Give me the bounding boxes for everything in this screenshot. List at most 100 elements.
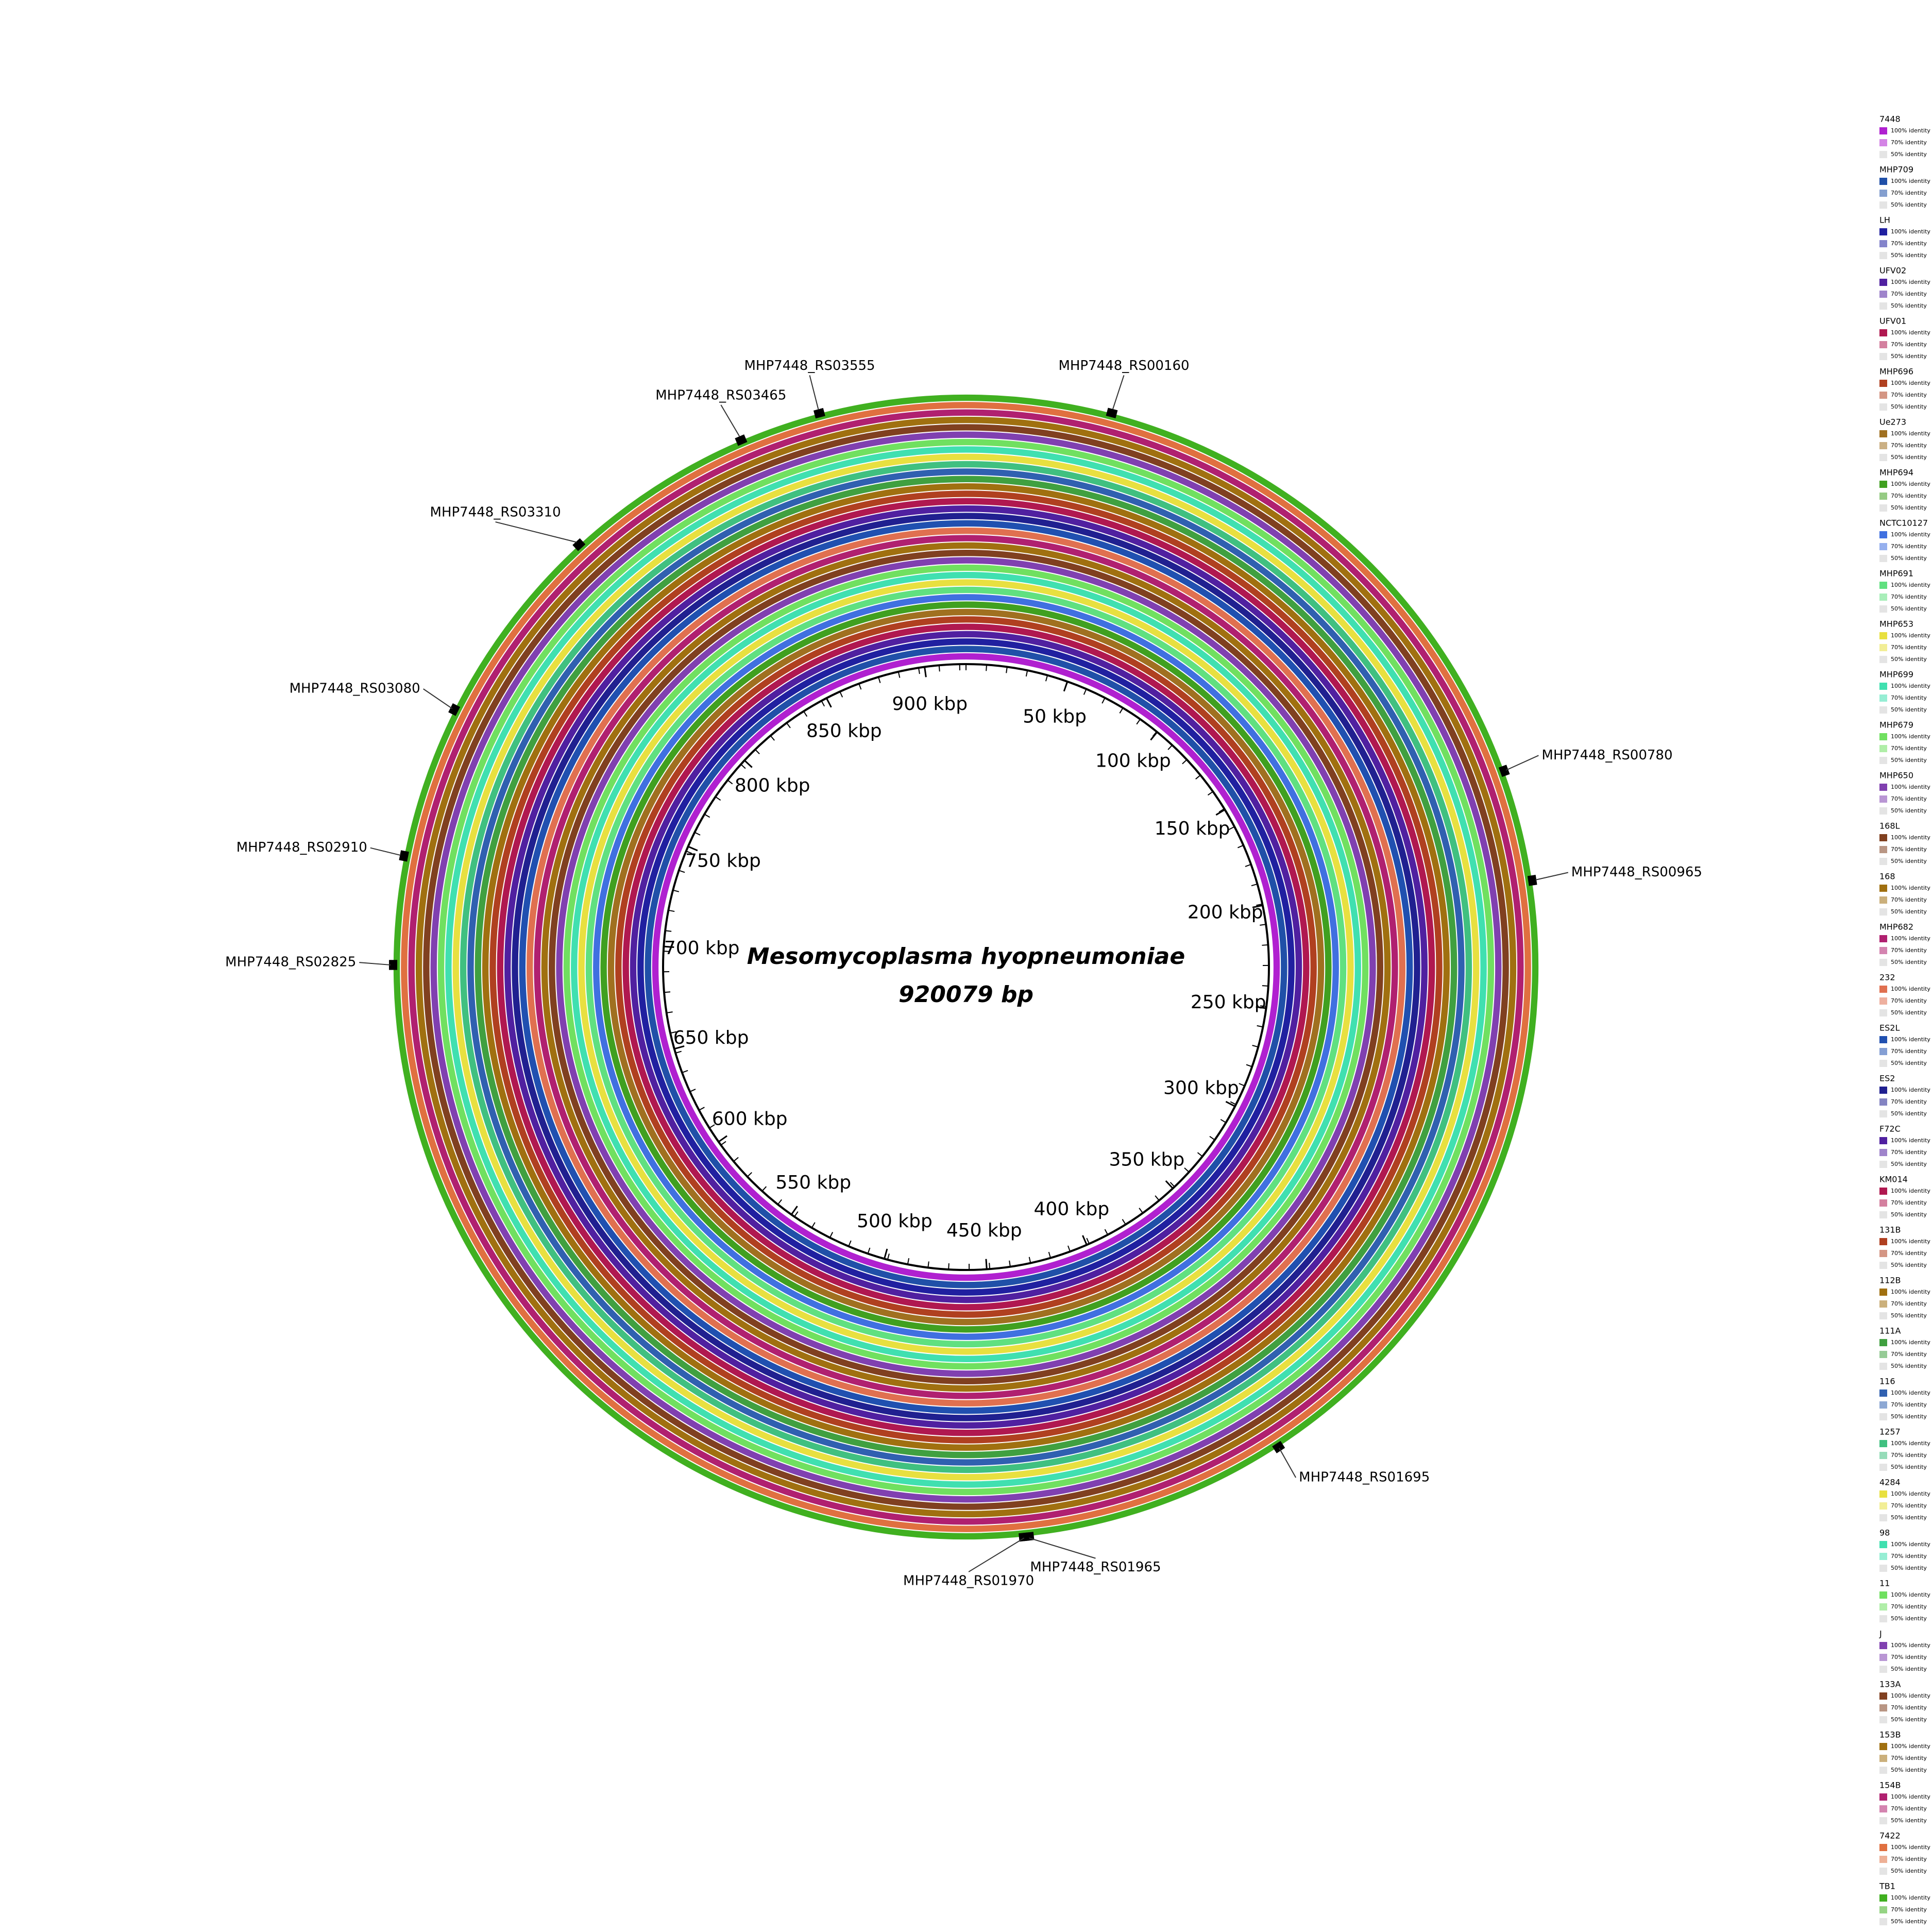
- legend-level: 100% identity: [1891, 1490, 1930, 1497]
- scale-tick: [825, 698, 832, 708]
- legend-swatch: [1879, 644, 1887, 651]
- legend-swatch: [1879, 1060, 1887, 1067]
- legend-swatch: [1879, 240, 1887, 247]
- legend-swatch: [1879, 1199, 1887, 1207]
- gene-marker: [1106, 408, 1118, 418]
- scale-tick: [790, 1206, 798, 1215]
- legend-name: MHP699: [1879, 670, 1913, 680]
- legend-level: 50% identity: [1891, 1666, 1927, 1672]
- identity-ring: [556, 557, 1376, 1377]
- identity-ring: [452, 453, 1480, 1481]
- legend-level: 100% identity: [1891, 1591, 1930, 1598]
- legend-name: MHP682: [1879, 922, 1913, 932]
- gene-leader: [1535, 872, 1569, 880]
- identity-ring: [578, 579, 1354, 1355]
- gene-label: MHP7448_RS01970: [903, 1573, 1034, 1588]
- scale-label: 50 kbp: [1023, 706, 1087, 727]
- scale-tick: [1082, 1235, 1088, 1245]
- minor-tick: [747, 1172, 752, 1177]
- gene-marker: [1498, 765, 1510, 777]
- gene-label: MHP7448_RS01695: [1299, 1470, 1430, 1485]
- minor-tick: [1139, 1208, 1143, 1214]
- legend-level: 70% identity: [1891, 1048, 1927, 1055]
- legend-name: 133A: [1879, 1680, 1901, 1689]
- scale-label: 700 kbp: [664, 938, 740, 959]
- gene-label: MHP7448_RS03080: [290, 681, 420, 697]
- legend-level: 100% identity: [1891, 178, 1930, 184]
- legend-swatch: [1879, 959, 1887, 966]
- legend-level: 50% identity: [1891, 1312, 1927, 1319]
- identity-ring: [622, 623, 1310, 1311]
- legend-name: 112B: [1879, 1276, 1901, 1285]
- legend-swatch: [1879, 1389, 1887, 1397]
- legend-level: 100% identity: [1891, 127, 1930, 134]
- gene-leader: [359, 962, 391, 965]
- legend-swatch: [1879, 694, 1887, 702]
- minor-tick: [668, 909, 675, 912]
- minor-tick: [1197, 1152, 1203, 1157]
- legend-swatch: [1879, 795, 1887, 803]
- legend-level: 100% identity: [1891, 1743, 1930, 1750]
- gene-leader: [423, 688, 453, 709]
- scale-tick: [1165, 1180, 1174, 1189]
- legend-swatch: [1879, 1036, 1887, 1043]
- gene-leader: [370, 847, 401, 856]
- legend-level: 50% identity: [1891, 807, 1927, 814]
- minor-tick: [1220, 1118, 1227, 1123]
- legend-name: NCTC10127: [1879, 518, 1928, 528]
- legend-swatch: [1879, 1642, 1887, 1649]
- legend-swatch: [1879, 1452, 1887, 1459]
- legend-level: 50% identity: [1891, 1767, 1927, 1773]
- minor-tick: [786, 722, 791, 728]
- minor-tick: [1048, 1251, 1052, 1258]
- legend-level: 100% identity: [1891, 1389, 1930, 1396]
- minor-tick: [1028, 1257, 1031, 1263]
- legend-level: 70% identity: [1891, 896, 1927, 903]
- gene-marker: [813, 408, 825, 419]
- scale-tick: [687, 845, 698, 852]
- gene-marker: [1019, 1532, 1030, 1542]
- legend-swatch: [1879, 1137, 1887, 1144]
- legend-level: 100% identity: [1891, 733, 1930, 740]
- legend-swatch: [1879, 291, 1887, 298]
- legend-level: 100% identity: [1891, 784, 1930, 790]
- minor-tick: [848, 1240, 852, 1247]
- legend-swatch: [1879, 1250, 1887, 1257]
- legend-name: UFV01: [1879, 316, 1906, 326]
- minor-tick: [829, 1232, 834, 1238]
- genome-size: 920079 bp: [899, 981, 1033, 1008]
- minor-tick: [1104, 1229, 1109, 1235]
- identity-ring: [512, 513, 1420, 1421]
- legend-level: 50% identity: [1891, 1615, 1927, 1622]
- legend-swatch: [1879, 1654, 1887, 1661]
- scale-label: 250 kbp: [1191, 992, 1266, 1013]
- scale-tick: [674, 1045, 685, 1050]
- minor-tick: [986, 665, 987, 671]
- legend-level: 50% identity: [1891, 403, 1927, 410]
- legend-name: 7422: [1879, 1831, 1901, 1841]
- scale-tick: [718, 1135, 727, 1143]
- minor-tick: [1195, 774, 1201, 779]
- minor-tick: [715, 796, 721, 801]
- gene-label: MHP7448_RS00160: [1058, 358, 1189, 374]
- legend-swatch: [1879, 1906, 1887, 1913]
- legend-swatch: [1879, 302, 1887, 310]
- legend-swatch: [1879, 493, 1887, 500]
- gene-leader: [720, 404, 740, 437]
- identity-ring: [571, 572, 1361, 1362]
- legend-level: 70% identity: [1891, 1098, 1927, 1105]
- legend-swatch: [1879, 1793, 1887, 1801]
- legend-name: MHP653: [1879, 619, 1913, 629]
- legend-level: 70% identity: [1891, 190, 1927, 196]
- map-title: Mesomycoplasma hyopneumoniae: [747, 943, 1185, 970]
- legend-name: ES2: [1879, 1074, 1895, 1083]
- legend-level: 100% identity: [1891, 632, 1930, 639]
- legend-swatch: [1879, 1440, 1887, 1447]
- legend-level: 100% identity: [1891, 1894, 1930, 1901]
- minor-tick: [1025, 670, 1028, 677]
- legend-level: 70% identity: [1891, 644, 1927, 651]
- minor-tick: [672, 889, 680, 892]
- legend-name: J: [1879, 1629, 1882, 1639]
- minor-tick: [1256, 903, 1263, 906]
- legend-swatch: [1879, 656, 1887, 663]
